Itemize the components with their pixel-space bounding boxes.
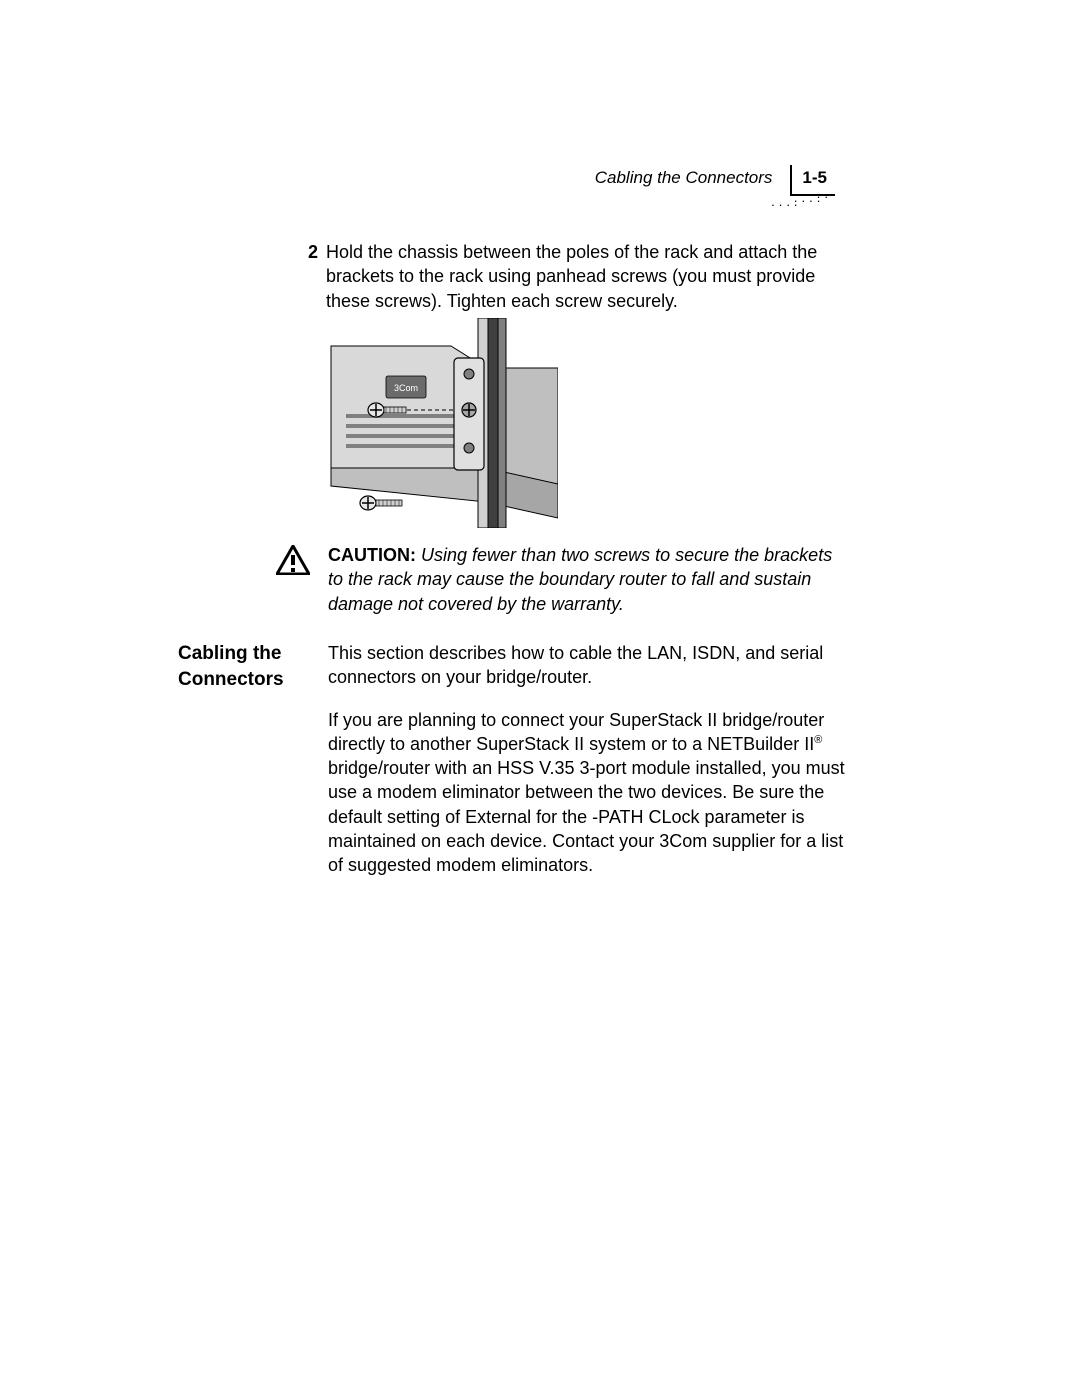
section-heading: Cabling the Connectors xyxy=(178,641,328,692)
rack-mount-illustration: 3Com xyxy=(326,318,558,534)
decorative-dots-icon: .. ........ xyxy=(771,192,832,204)
caution-label: CAUTION: xyxy=(328,545,416,565)
step-2-block: 2 Hold the chassis between the poles of … xyxy=(308,240,848,313)
svg-text:3Com: 3Com xyxy=(394,383,418,393)
caution-block: CAUTION: Using fewer than two screws to … xyxy=(276,543,848,616)
section-para1: This section describes how to cable the … xyxy=(328,641,850,690)
running-header-title: Cabling the Connectors xyxy=(595,165,773,190)
section-heading-line1: Cabling the xyxy=(178,643,281,664)
section-para2: If you are planning to connect your Supe… xyxy=(328,708,850,878)
section-heading-line2: Connectors xyxy=(178,669,284,690)
section-body: This section describes how to cable the … xyxy=(328,641,850,878)
rack-illustration-svg: 3Com xyxy=(326,318,558,528)
step-text: Hold the chassis between the poles of th… xyxy=(326,240,848,313)
registered-mark: ® xyxy=(814,734,822,746)
para2-pre: If you are planning to connect your Supe… xyxy=(328,710,824,754)
document-page: Cabling the Connectors 1-5 .. ........ 2… xyxy=(0,0,1080,1397)
caution-text: CAUTION: Using fewer than two screws to … xyxy=(328,543,848,616)
caution-icon xyxy=(276,545,310,575)
section-cabling: Cabling the Connectors This section desc… xyxy=(178,641,850,878)
step-number: 2 xyxy=(308,240,326,313)
para2-post: bridge/router with an HSS V.35 3-port mo… xyxy=(328,758,845,875)
